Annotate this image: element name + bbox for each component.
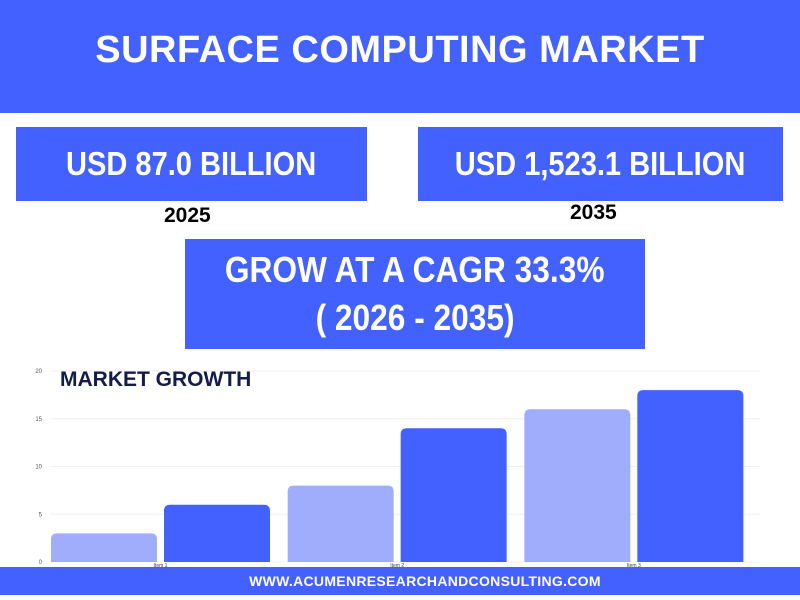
y-tick-label: 0 [39,560,43,566]
y-tick-label: 5 [39,512,43,518]
y-tick-label: 20 [35,369,42,375]
bar [637,390,744,562]
cagr-period: ( 2026 - 2035) [315,297,515,338]
value-2025: USD 87.0 BILLION [66,145,317,182]
value-2025-box: USD 87.0 BILLION [16,127,367,201]
bar [51,533,157,562]
chart-title: MARKET GROWTH [60,368,251,391]
bar [524,409,631,562]
y-tick-label: 10 [35,465,42,471]
year-2025: 2025 [164,204,211,227]
y-tick-label: 15 [35,417,42,423]
x-tick-label: Item 1 [154,563,168,569]
bar [164,504,270,562]
x-tick-label: Item 3 [627,563,641,569]
page-title: SURFACE COMPUTING MARKET [95,29,705,71]
x-tick-label: Item 2 [390,563,404,569]
footer-banner: WWW.ACUMENRESEARCHANDCONSULTING.COM [0,567,800,595]
website-link[interactable]: WWW.ACUMENRESEARCHANDCONSULTING.COM [249,573,601,589]
value-2035: USD 1,523.1 BILLION [455,145,746,182]
bar [400,428,507,562]
year-2035: 2035 [570,201,617,224]
value-2035-box: USD 1,523.1 BILLION [418,127,783,201]
header-banner: SURFACE COMPUTING MARKET [0,0,800,113]
cagr-box: GROW AT A CAGR 33.3% ( 2026 - 2035) [185,239,645,349]
cagr-text: GROW AT A CAGR 33.3% [225,249,605,290]
bar [287,485,394,562]
